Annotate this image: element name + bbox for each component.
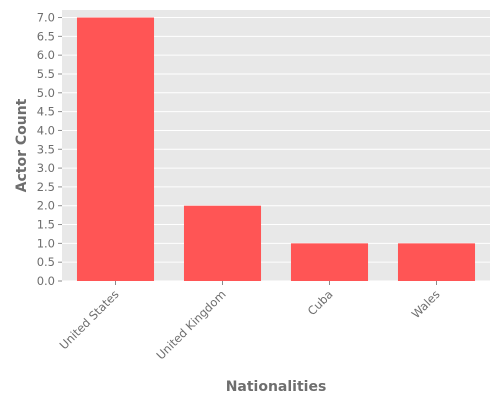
- y-axis-title: Actor Count: [14, 98, 30, 192]
- bar: [397, 243, 476, 281]
- y-tick-label: 7.0: [37, 11, 55, 25]
- y-tick-label: 5.5: [37, 67, 55, 81]
- bar: [290, 243, 369, 281]
- x-tick-label: Wales: [409, 287, 443, 321]
- y-tick-label: 6.5: [37, 29, 55, 43]
- y-tick-label: 1.5: [37, 218, 55, 232]
- x-axis-title: Nationalities: [226, 379, 327, 395]
- y-tick-label: 4.5: [37, 105, 55, 119]
- y-tick-label: 2.0: [37, 199, 55, 213]
- bar: [183, 205, 262, 281]
- x-tick-label: Cuba: [305, 287, 336, 318]
- y-tick-label: 3.0: [37, 161, 55, 175]
- y-tick-label: 4.0: [37, 123, 55, 137]
- y-tick-label: 0.5: [37, 255, 55, 269]
- y-tick-label: 5.0: [37, 86, 55, 100]
- x-tick-label: United States: [57, 287, 122, 352]
- bars: [76, 17, 476, 282]
- bar: [76, 17, 155, 282]
- y-tick-label: 0.0: [37, 274, 55, 288]
- y-tick-label: 1.0: [37, 236, 55, 250]
- y-tick-label: 2.5: [37, 180, 55, 194]
- x-axis-ticks: United States United Kingdom Cuba Wales: [57, 281, 443, 362]
- x-tick-label: United Kingdom: [153, 287, 228, 362]
- y-tick-label: 6.0: [37, 48, 55, 62]
- y-tick-label: 3.5: [37, 142, 55, 156]
- y-axis-ticks: 0.0 0.5 1.0 1.5 2.0 2.5 3.0 3.5 4.0 4.5 5.0 5.5 6.0 6…: [37, 11, 62, 288]
